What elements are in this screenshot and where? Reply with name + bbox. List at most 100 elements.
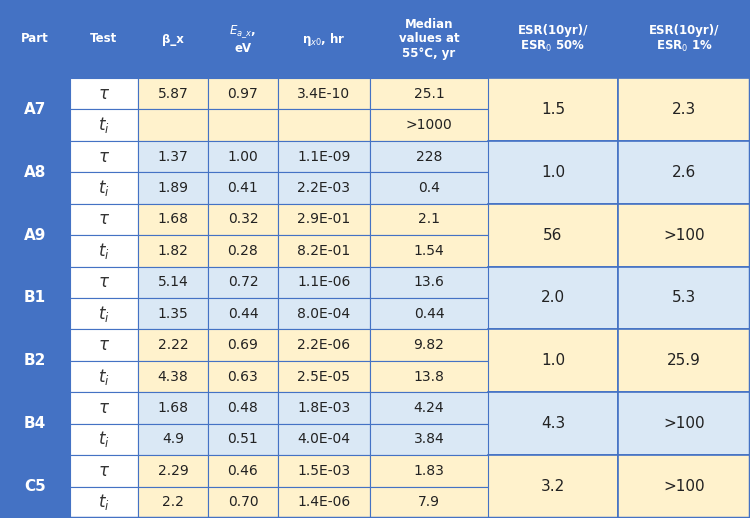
Text: $t_i$: $t_i$ [98,241,109,261]
Text: $\tau$: $\tau$ [98,462,110,480]
Text: ESR(10yr)/
ESR$_0$ 50%: ESR(10yr)/ ESR$_0$ 50% [518,24,588,54]
Bar [70,298,138,329]
Bar [70,109,138,141]
Text: A8: A8 [24,165,46,180]
Text: 3.4E-10: 3.4E-10 [298,87,350,100]
Bar [70,235,138,267]
Bar [618,204,750,267]
Bar [0,267,70,329]
Bar [138,204,208,235]
Bar [208,109,278,141]
Bar [138,109,208,141]
Bar [370,204,488,235]
Bar [278,361,370,392]
Bar [278,0,370,78]
Bar [138,235,208,267]
Text: $t_i$: $t_i$ [98,429,109,450]
Bar [138,486,208,518]
Bar [0,455,70,518]
Text: 1.5: 1.5 [541,102,565,117]
Text: 0.63: 0.63 [228,369,258,383]
Bar [70,329,138,361]
Bar [370,267,488,298]
Bar [370,109,488,141]
Text: B1: B1 [24,291,46,306]
Bar [618,141,750,204]
Text: 3.2: 3.2 [541,479,566,494]
Bar [370,235,488,267]
Text: $t_i$: $t_i$ [98,492,109,512]
Text: 2.2E-03: 2.2E-03 [298,181,350,195]
Text: $E_{a\_x}$,
eV: $E_{a\_x}$, eV [230,23,256,55]
Text: β_x: β_x [162,33,184,46]
Text: 7.9: 7.9 [418,495,440,509]
Text: 8.2E-01: 8.2E-01 [297,244,350,258]
Bar [208,455,278,486]
Text: >100: >100 [663,416,705,431]
Bar [278,172,370,204]
Bar [488,455,618,518]
Bar [278,78,370,109]
Bar [278,141,370,172]
Bar [0,329,70,392]
Text: $\tau$: $\tau$ [98,336,110,354]
Bar [618,267,750,329]
Bar [488,141,618,204]
Text: 2.2E-06: 2.2E-06 [298,338,350,352]
Bar [138,0,208,78]
Bar [138,392,208,424]
Bar [278,267,370,298]
Text: 0.69: 0.69 [227,338,259,352]
Text: 13.8: 13.8 [413,369,445,383]
Text: η$_{x0}$, hr: η$_{x0}$, hr [302,31,346,48]
Text: 0.32: 0.32 [228,212,258,226]
Text: 3.84: 3.84 [414,433,444,447]
Bar [138,455,208,486]
Bar [70,455,138,486]
Bar [0,204,70,267]
Text: 9.82: 9.82 [413,338,445,352]
Bar [208,172,278,204]
Text: 8.0E-04: 8.0E-04 [298,307,350,321]
Text: $\tau$: $\tau$ [98,210,110,228]
Text: 1.54: 1.54 [414,244,444,258]
Text: 5.87: 5.87 [158,87,188,100]
Text: 4.0E-04: 4.0E-04 [298,433,350,447]
Text: Test: Test [90,33,118,46]
Text: 56: 56 [543,227,562,242]
Text: 1.8E-03: 1.8E-03 [297,401,350,415]
Bar [488,78,618,141]
Text: 2.3: 2.3 [672,102,696,117]
Text: 1.0: 1.0 [541,353,565,368]
Bar [70,267,138,298]
Text: $\tau$: $\tau$ [98,148,110,166]
Text: 0.44: 0.44 [414,307,444,321]
Text: 1.0: 1.0 [541,165,565,180]
Bar [138,172,208,204]
Text: 2.1: 2.1 [418,212,440,226]
Text: 1.4E-06: 1.4E-06 [297,495,350,509]
Text: $\tau$: $\tau$ [98,85,110,103]
Text: 1.5E-03: 1.5E-03 [298,464,350,478]
Text: $t_i$: $t_i$ [98,178,109,198]
Bar [70,204,138,235]
Bar [138,424,208,455]
Bar [488,267,618,329]
Text: 1.37: 1.37 [158,150,188,164]
Text: 2.9E-01: 2.9E-01 [297,212,350,226]
Bar [278,486,370,518]
Text: 1.82: 1.82 [158,244,188,258]
Text: 0.70: 0.70 [228,495,258,509]
Bar [278,235,370,267]
Bar [208,235,278,267]
Text: $t_i$: $t_i$ [98,304,109,324]
Bar [70,141,138,172]
Text: B2: B2 [24,353,46,368]
Text: 1.89: 1.89 [158,181,188,195]
Bar [618,78,750,141]
Text: $t_i$: $t_i$ [98,367,109,386]
Bar [0,392,70,455]
Text: 0.41: 0.41 [228,181,258,195]
Bar [208,298,278,329]
Bar [208,329,278,361]
